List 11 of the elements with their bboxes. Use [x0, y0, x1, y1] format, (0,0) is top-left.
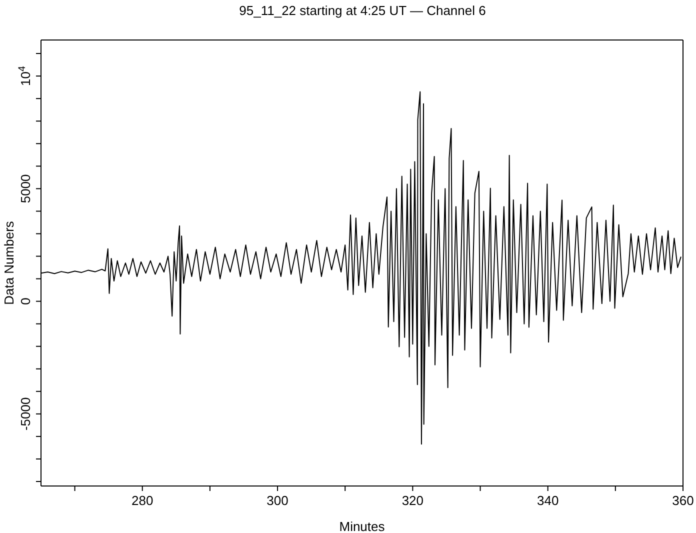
y-tick-label: -5000: [18, 397, 33, 431]
y-tick-label: 0: [18, 298, 33, 305]
y-axis-title: Data Numbers: [2, 220, 17, 305]
x-tick-label: 320: [402, 493, 424, 508]
x-tick-label: 280: [132, 493, 154, 508]
x-axis-title: Minutes: [339, 519, 386, 533]
x-tick-label: 360: [672, 493, 694, 508]
y-tick-label: 5000: [18, 174, 33, 204]
x-tick-label: 340: [536, 493, 559, 508]
x-tick-label: 300: [266, 493, 288, 508]
chart-title: 95_11_22 starting at 4:25 UT — Channel 6: [238, 3, 487, 18]
